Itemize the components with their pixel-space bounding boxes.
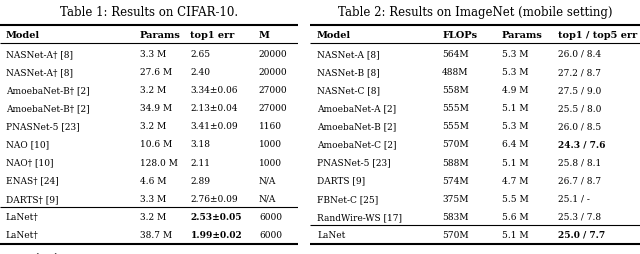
Text: AmoebaNet-B [2]: AmoebaNet-B [2] [317,122,396,131]
Text: 3.18: 3.18 [191,140,211,149]
Text: 555M: 555M [442,122,469,131]
Text: NASNet-C [8]: NASNet-C [8] [317,86,380,95]
Text: DARTS [9]: DARTS [9] [317,176,365,185]
Text: 26.0 / 8.4: 26.0 / 8.4 [557,50,601,59]
Text: NASNet-B [8]: NASNet-B [8] [317,68,380,77]
Text: 27.5 / 9.0: 27.5 / 9.0 [557,86,601,95]
Text: PNASNet-5 [23]: PNASNet-5 [23] [317,158,390,167]
Text: 2.40: 2.40 [191,68,211,77]
Text: † trained with cutout.: † trained with cutout. [3,251,91,254]
Text: N/A: N/A [259,194,276,203]
Text: 4.7 M: 4.7 M [502,176,528,185]
Text: 2.53±0.05: 2.53±0.05 [191,212,242,221]
Text: Table 1: Results on CIFAR-10.: Table 1: Results on CIFAR-10. [60,6,238,19]
Text: LaNet: LaNet [317,230,346,239]
Text: NASNet-A† [8]: NASNet-A† [8] [6,50,73,59]
Text: 375M: 375M [442,194,468,203]
Text: PNASNet-5 [23]: PNASNet-5 [23] [6,122,79,131]
Text: 3.3 M: 3.3 M [140,50,166,59]
Text: Model: Model [6,30,40,40]
Text: NAO† [10]: NAO† [10] [6,158,54,167]
Text: 5.1 M: 5.1 M [502,230,528,239]
Text: 20000: 20000 [259,68,287,77]
Text: 27000: 27000 [259,86,287,95]
Text: 25.3 / 7.8: 25.3 / 7.8 [557,212,601,221]
Text: 1160: 1160 [259,122,282,131]
Text: LaNet†: LaNet† [6,230,38,239]
Text: 574M: 574M [442,176,469,185]
Text: 2.76±0.09: 2.76±0.09 [191,194,238,203]
Text: 5.5 M: 5.5 M [502,194,528,203]
Text: FBNet-C [25]: FBNet-C [25] [317,194,378,203]
Text: 24.3 / 7.6: 24.3 / 7.6 [557,140,605,149]
Text: Params: Params [502,30,543,40]
Text: AmoebaNet-B† [2]: AmoebaNet-B† [2] [6,86,90,95]
Text: 488M: 488M [442,68,468,77]
Text: 3.2 M: 3.2 M [140,86,166,95]
Text: AmoebaNet-A [2]: AmoebaNet-A [2] [317,104,396,113]
Text: 2.11: 2.11 [191,158,211,167]
Text: NASNet-A† [8]: NASNet-A† [8] [6,68,73,77]
Text: 26.7 / 8.7: 26.7 / 8.7 [557,176,601,185]
Text: 2.65: 2.65 [191,50,211,59]
Text: 10.6 M: 10.6 M [140,140,172,149]
Text: RandWire-WS [17]: RandWire-WS [17] [317,212,402,221]
Text: 5.1 M: 5.1 M [502,104,528,113]
Text: LaNet†: LaNet† [6,212,38,221]
Text: 27.2 / 8.7: 27.2 / 8.7 [557,68,600,77]
Text: 6000: 6000 [259,230,282,239]
Text: 5.3 M: 5.3 M [502,50,528,59]
Text: 3.34±0.06: 3.34±0.06 [191,86,238,95]
Text: 558M: 558M [442,86,469,95]
Text: 25.1 / -: 25.1 / - [557,194,589,203]
Text: 5.3 M: 5.3 M [502,68,528,77]
Text: FLOPs: FLOPs [442,30,477,40]
Text: 25.0 / 7.7: 25.0 / 7.7 [557,230,605,239]
Text: AmoebaNet-B† [2]: AmoebaNet-B† [2] [6,104,90,113]
Text: 2.89: 2.89 [191,176,211,185]
Text: 25.5 / 8.0: 25.5 / 8.0 [557,104,601,113]
Text: 3.41±0.09: 3.41±0.09 [191,122,238,131]
Text: 6000: 6000 [259,212,282,221]
Text: 20000: 20000 [259,50,287,59]
Text: 34.9 M: 34.9 M [140,104,172,113]
Text: 5.1 M: 5.1 M [502,158,528,167]
Text: 26.0 / 8.5: 26.0 / 8.5 [557,122,601,131]
Text: Table 2: Results on ImageNet (mobile setting): Table 2: Results on ImageNet (mobile set… [338,6,612,19]
Text: top1 err: top1 err [191,30,235,40]
Text: 570M: 570M [442,230,469,239]
Text: 27.6 M: 27.6 M [140,68,172,77]
Text: 38.7 M: 38.7 M [140,230,172,239]
Text: 25.8 / 8.1: 25.8 / 8.1 [557,158,601,167]
Text: 555M: 555M [442,104,469,113]
Text: 128.0 M: 128.0 M [140,158,178,167]
Text: 588M: 588M [442,158,469,167]
Text: ENAS† [24]: ENAS† [24] [6,176,59,185]
Text: top1 / top5 err: top1 / top5 err [557,30,637,40]
Text: DARTS† [9]: DARTS† [9] [6,194,58,203]
Text: 27000: 27000 [259,104,287,113]
Text: 6.4 M: 6.4 M [502,140,528,149]
Text: 4.6 M: 4.6 M [140,176,166,185]
Text: N/A: N/A [259,176,276,185]
Text: 4.9 M: 4.9 M [502,86,528,95]
Text: Params: Params [140,30,180,40]
Text: M: M [259,30,270,40]
Text: 3.2 M: 3.2 M [140,122,166,131]
Text: 5.6 M: 5.6 M [502,212,528,221]
Text: 3.2 M: 3.2 M [140,212,166,221]
Text: 3.3 M: 3.3 M [140,194,166,203]
Text: NASNet-A [8]: NASNet-A [8] [317,50,380,59]
Text: NAO [10]: NAO [10] [6,140,49,149]
Text: AmoebaNet-C [2]: AmoebaNet-C [2] [317,140,397,149]
Text: 1.99±0.02: 1.99±0.02 [191,230,242,239]
Text: 1000: 1000 [259,140,282,149]
Text: 583M: 583M [442,212,468,221]
Text: Model: Model [317,30,351,40]
Text: 570M: 570M [442,140,469,149]
Text: 2.13±0.04: 2.13±0.04 [191,104,238,113]
Text: 5.3 M: 5.3 M [502,122,528,131]
Text: 564M: 564M [442,50,469,59]
Text: 1000: 1000 [259,158,282,167]
